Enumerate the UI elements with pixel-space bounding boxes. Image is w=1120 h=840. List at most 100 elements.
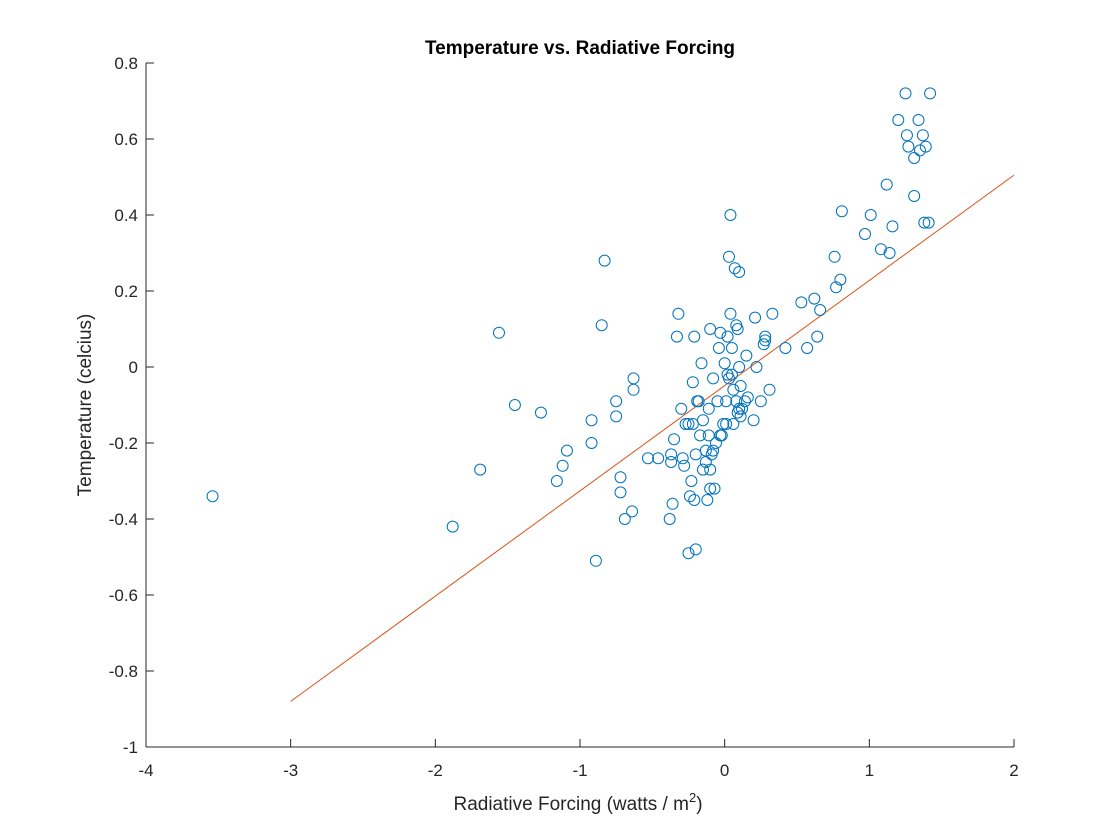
data-point: [902, 140, 915, 153]
data-point: [727, 418, 740, 430]
data-point: [676, 452, 689, 465]
data-point: [754, 395, 767, 408]
scatter-points: [206, 87, 937, 567]
data-point: [720, 418, 733, 430]
data-point: [707, 372, 720, 385]
data-point: [614, 486, 627, 499]
data-point: [678, 459, 691, 472]
data-point: [835, 205, 848, 218]
data-point: [720, 395, 733, 408]
data-point: [725, 368, 738, 381]
data-point: [916, 129, 929, 142]
data-point: [718, 357, 731, 370]
data-point: [595, 319, 608, 332]
data-point: [725, 342, 738, 354]
data-point: [652, 452, 665, 465]
data-point: [738, 395, 751, 408]
data-point: [766, 307, 779, 320]
data-point: [696, 414, 709, 427]
data-point: [724, 209, 737, 221]
data-point: [779, 342, 792, 354]
data-point: [721, 330, 734, 343]
data-point: [663, 513, 676, 525]
y-tick-label: -0.2: [109, 434, 138, 453]
data-point: [728, 262, 741, 275]
data-point: [731, 323, 744, 335]
data-point: [759, 334, 772, 347]
y-tick-label: -0.8: [109, 662, 138, 681]
x-ticks: -4 -3 -2 -1 0 1 2: [138, 739, 1019, 780]
data-point: [688, 494, 701, 506]
data-point: [801, 342, 814, 354]
data-point: [918, 216, 931, 229]
data-point: [610, 410, 623, 423]
x-axis-label: Radiative Forcing (watts / m2): [453, 790, 702, 815]
data-point: [688, 330, 701, 343]
data-point: [900, 129, 913, 142]
data-point: [913, 144, 926, 157]
data-point: [682, 547, 695, 560]
data-point: [808, 292, 821, 305]
data-point: [814, 304, 827, 316]
data-point: [736, 402, 749, 415]
data-point: [733, 402, 746, 415]
y-tick-label: -0.6: [109, 586, 138, 605]
data-point: [919, 140, 932, 153]
data-point: [666, 497, 679, 510]
data-point: [692, 395, 705, 408]
data-point: [672, 307, 685, 320]
data-point: [550, 475, 563, 487]
data-point: [206, 490, 219, 503]
chart-title: Temperature vs. Radiative Forcing: [425, 38, 735, 59]
data-point: [508, 399, 521, 411]
data-point: [711, 395, 724, 408]
x-tick-label: 2: [1009, 761, 1018, 780]
data-point: [714, 326, 727, 339]
data-point: [830, 281, 843, 294]
data-point: [665, 448, 678, 461]
data-point: [723, 372, 736, 385]
x-axis-label-text: Radiative Forcing (watts / m: [453, 794, 688, 815]
data-point: [708, 482, 721, 495]
x-tick-label: 1: [865, 761, 874, 780]
data-point: [723, 250, 736, 263]
x-tick-label: -3: [283, 761, 298, 780]
regression-line: [290, 174, 1015, 702]
data-point: [702, 429, 715, 442]
data-point: [727, 383, 740, 396]
data-point: [560, 444, 573, 457]
y-tick-label: 0.6: [114, 130, 138, 149]
data-point: [886, 220, 899, 233]
data-point: [908, 152, 921, 164]
data-point: [912, 114, 925, 126]
data-point: [858, 228, 871, 240]
data-point: [627, 372, 640, 385]
data-point: [670, 330, 683, 343]
data-point: [614, 471, 627, 484]
y-tick-label: 0.2: [114, 282, 138, 301]
x-tick-label: 0: [720, 761, 729, 780]
data-point: [712, 342, 725, 354]
data-point: [641, 452, 654, 465]
y-tick-label: 0.4: [114, 206, 138, 225]
data-point: [883, 247, 896, 259]
data-point: [556, 459, 569, 472]
data-point: [694, 429, 707, 442]
data-point: [689, 543, 702, 556]
fit-line-group: [290, 174, 1015, 702]
data-point: [492, 326, 505, 339]
x-tick-label: -1: [572, 761, 587, 780]
data-point: [734, 380, 747, 392]
y-tick-label: 0: [129, 358, 138, 377]
data-point: [741, 391, 754, 404]
data-point: [811, 330, 824, 343]
data-point: [446, 520, 459, 533]
data-point: [618, 513, 631, 525]
data-point: [924, 87, 937, 100]
data-point: [585, 414, 598, 427]
data-point: [734, 410, 747, 423]
data-point: [699, 456, 712, 468]
data-point: [686, 376, 699, 389]
data-point: [908, 190, 921, 202]
data-point: [696, 463, 709, 476]
